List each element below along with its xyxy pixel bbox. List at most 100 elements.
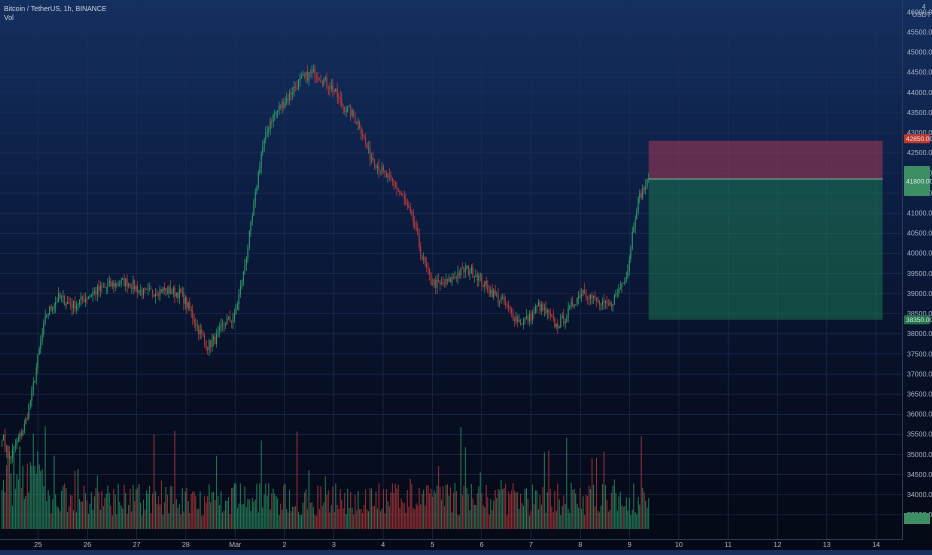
candle-up	[561, 315, 563, 318]
time-tick-label: Mar	[229, 542, 242, 549]
candle-down	[333, 91, 335, 92]
volume-bar	[387, 501, 389, 529]
candle-down	[505, 303, 507, 305]
time-axis[interactable]: 25 26 27 28 Mar 2 3 4 5 6 7 8 9 10 11 12 13 14	[34, 542, 880, 549]
candle-down	[101, 285, 103, 288]
volume-indicator-label[interactable]: Vol	[4, 15, 14, 22]
volume-bar	[157, 496, 159, 529]
candle-up	[165, 288, 167, 291]
volume-bar	[335, 483, 337, 529]
volume-bar	[371, 488, 373, 529]
take-profit-zone[interactable]	[648, 178, 883, 320]
candle-down	[202, 333, 204, 336]
volume-bar	[539, 494, 541, 529]
candle-down	[131, 287, 133, 289]
candle-down	[365, 137, 367, 143]
candle-down	[230, 320, 232, 322]
volume-bar	[451, 512, 453, 529]
volume-bar	[101, 491, 103, 529]
candle-down	[306, 71, 308, 81]
volume-bar	[548, 450, 550, 529]
volume-bar	[354, 495, 356, 529]
stop-price-tag[interactable]: 42850.00	[904, 134, 932, 144]
volume-bar	[381, 508, 383, 529]
volume-bar	[517, 492, 519, 529]
candle-up	[244, 264, 246, 272]
volume-bar	[10, 473, 12, 529]
candle-up	[525, 315, 527, 319]
candle-up	[220, 325, 222, 328]
candle-down	[640, 193, 642, 198]
candle-up	[490, 289, 492, 294]
target-price-tag[interactable]: 38350.00	[904, 315, 932, 325]
stop-loss-zone[interactable]	[648, 140, 883, 179]
volume-bar	[44, 426, 46, 529]
candle-down	[472, 267, 474, 278]
price-tick-label: 37000.00	[907, 371, 932, 378]
candle-down	[421, 255, 423, 260]
volume-bar	[287, 512, 289, 529]
candle-down	[552, 315, 554, 319]
volume-bar	[558, 499, 560, 529]
volume-bar	[637, 496, 639, 529]
volume-bar	[268, 483, 270, 529]
current-price-tag[interactable]: 41800.00	[904, 166, 932, 197]
candle-down	[584, 289, 586, 294]
volume-bar	[302, 502, 304, 529]
candle-up	[284, 102, 286, 108]
volume-bar	[481, 492, 483, 529]
candle-up	[368, 147, 370, 149]
candle-up	[2, 434, 4, 440]
volume-bar	[67, 512, 69, 529]
candle-up	[436, 279, 438, 288]
volume-bar	[248, 499, 250, 529]
price-axis[interactable]: 33500.0034000.0034500.0035000.0035500.00…	[904, 4, 932, 524]
candle-down	[354, 116, 356, 123]
candle-up	[238, 294, 240, 305]
volume-bar	[225, 500, 226, 529]
volume-bar	[195, 496, 197, 529]
candle-up	[102, 286, 104, 288]
candle-up	[619, 287, 621, 290]
candle-up	[441, 282, 443, 285]
volume-bar	[214, 500, 216, 529]
candle-down	[4, 434, 6, 447]
volume-bar	[144, 509, 146, 529]
volume-bar	[232, 487, 234, 529]
volume-bar	[184, 491, 186, 529]
candle-down	[414, 221, 416, 228]
position-zones[interactable]	[648, 140, 883, 320]
candle-up	[10, 457, 12, 459]
volume-bar	[449, 487, 451, 529]
symbol-title[interactable]: Bitcoin / TetherUS, 1h, BINANCE	[4, 6, 107, 13]
volume-bar	[551, 506, 553, 529]
volume-bar	[180, 514, 182, 529]
candle-down	[463, 268, 465, 273]
volume-bar	[582, 496, 584, 529]
volume-bar	[642, 487, 644, 529]
candle-up	[464, 268, 466, 273]
candle-up	[34, 380, 36, 383]
volume-bar	[482, 505, 484, 529]
time-tick-label: 14	[872, 542, 880, 549]
volume-bar	[533, 504, 535, 529]
volume-bar	[242, 504, 244, 529]
volume-bar	[357, 491, 359, 529]
volume-bar	[344, 492, 346, 529]
candle-down	[439, 281, 441, 285]
candle-down	[408, 205, 410, 208]
candle-up	[345, 111, 347, 113]
candle-up	[601, 300, 603, 305]
volume-bar	[230, 488, 232, 529]
candle-down	[350, 106, 352, 117]
candle-up	[537, 302, 539, 307]
candle-down	[429, 268, 431, 275]
volume-bar	[324, 476, 326, 529]
candle-up	[47, 313, 49, 316]
candle-up	[275, 111, 277, 115]
volume-bar	[505, 483, 507, 529]
volume-bar	[98, 492, 100, 529]
candle-up	[19, 432, 21, 438]
